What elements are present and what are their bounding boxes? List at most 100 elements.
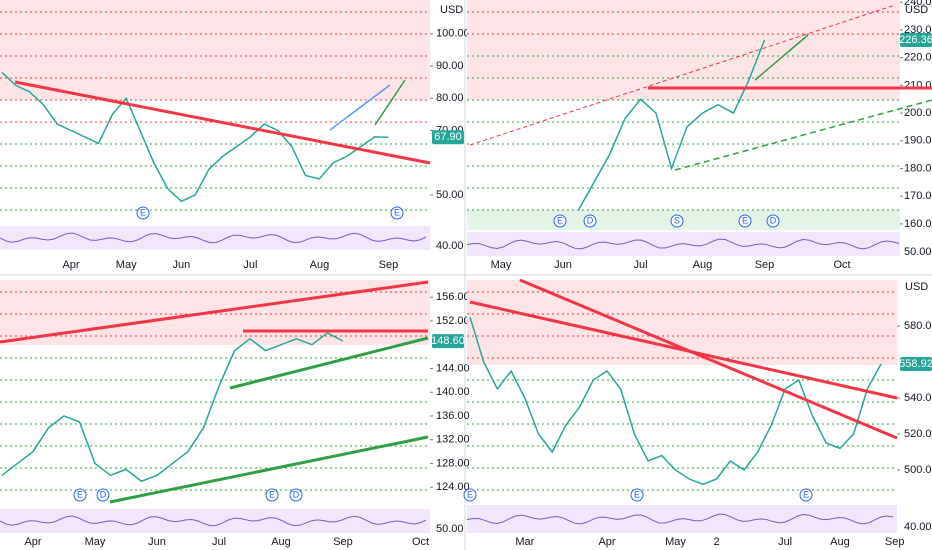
y-tick-label: 100.00 (436, 28, 470, 40)
y-tick-label: 180.00 (904, 162, 932, 174)
event-marker (766, 214, 780, 228)
event-marker-label: E (634, 489, 640, 499)
resistance-zone (0, 0, 430, 100)
rsi-tick-label: 40.00 (904, 521, 932, 533)
event-marker-label: E (140, 207, 146, 217)
price-line (1, 331, 344, 483)
rsi-tick-label: 40.00 (436, 240, 464, 252)
y-tick-label: 230.00 (904, 24, 932, 36)
y-tick-label: 200.00 (904, 107, 932, 119)
last-price-tag (900, 356, 932, 371)
event-marker (553, 214, 567, 228)
y-tick-label: 160.00 (904, 218, 932, 230)
event-marker (630, 488, 644, 502)
y-tick-label: 132.00 (436, 434, 470, 446)
last-price-label: 226.36 (899, 34, 932, 46)
y-tick-label: 152.00 (436, 315, 470, 327)
x-tick-label: Apr (24, 536, 41, 548)
event-marker-label: E (742, 215, 748, 225)
event-marker (96, 488, 110, 502)
x-tick-label: Jun (173, 259, 191, 271)
y-tick-label: 144.00 (436, 362, 470, 374)
event-marker-label: E (467, 489, 473, 499)
y-tick-label: 190.00 (904, 135, 932, 147)
x-tick-label: Apr (598, 536, 615, 548)
x-tick-label: Aug (310, 259, 330, 271)
trend-line (109, 435, 429, 504)
event-marker (670, 214, 684, 228)
x-tick-label: Aug (693, 259, 713, 271)
support-zone (467, 210, 900, 230)
y-tick-label: 580.00 (904, 320, 932, 332)
x-tick-label: Sep (333, 536, 353, 548)
y-tick-label: 128.00 (436, 457, 470, 469)
trend-line (329, 84, 391, 131)
x-tick-label: 2 (714, 536, 720, 548)
rsi-pane (0, 226, 430, 250)
last-price-tag (432, 334, 464, 349)
x-tick-label: Jul (212, 536, 226, 548)
rsi-line (466, 238, 900, 250)
rsi-tick-label: 50.00 (436, 523, 464, 535)
y-tick-label: 220.00 (904, 52, 932, 64)
y-tick-label: 156.00 (436, 291, 470, 303)
x-tick-label: Sep (379, 259, 399, 271)
trend-line (374, 79, 406, 126)
x-tick-label: Apr (62, 259, 79, 271)
y-tick-label: 500.00 (904, 464, 932, 476)
currency-label: USD (905, 281, 928, 293)
event-marker (289, 488, 303, 502)
trend-line (14, 80, 431, 165)
x-tick-label: Jul (633, 259, 647, 271)
event-marker-label: E (803, 489, 809, 499)
y-tick-label: 136.00 (436, 410, 470, 422)
resistance-zone (467, 280, 897, 365)
resistance-zone (467, 0, 900, 100)
currency-label: USD (440, 4, 463, 16)
x-tick-label: Aug (271, 536, 291, 548)
x-tick-label: Jul (778, 536, 792, 548)
event-marker-label: D (587, 215, 594, 225)
x-tick-label: Jun (554, 259, 572, 271)
x-tick-label: Sep (885, 536, 905, 548)
event-marker (136, 206, 150, 220)
trend-line (0, 280, 429, 344)
event-marker (73, 488, 87, 502)
event-marker (390, 206, 404, 220)
rsi-pane (0, 509, 430, 533)
y-tick-label: 50.00 (436, 189, 464, 201)
last-price-label: 558.92 (899, 358, 932, 370)
event-marker (738, 214, 752, 228)
currency-label: USD (905, 4, 928, 16)
price-line (469, 316, 882, 486)
y-tick-label: 124.00 (436, 481, 470, 493)
chart-panel: 40.00100.0090.0080.0070.0050.00USDAprMay… (0, 0, 470, 271)
x-tick-label: May (491, 259, 512, 271)
event-marker-label: E (269, 489, 275, 499)
event-marker-label: E (557, 215, 563, 225)
event-marker-label: E (77, 489, 83, 499)
price-line (577, 39, 766, 211)
chart-panel: 40.00 580.00 540.00 520.00 500.00 USD Mar Apr Ma… (463, 278, 932, 548)
x-tick-label: Sep (755, 259, 775, 271)
event-marker-label: D (770, 215, 777, 225)
x-tick-label: Jul (243, 259, 257, 271)
x-tick-label: Aug (830, 536, 850, 548)
last-price-label: 148.60 (431, 335, 465, 347)
event-marker-label: S (674, 215, 680, 225)
trend-line (519, 278, 898, 440)
event-marker (583, 214, 597, 228)
rsi-line (466, 513, 894, 525)
x-tick-label: May (116, 259, 137, 271)
event-marker-label: E (394, 207, 400, 217)
trend-line (754, 34, 809, 81)
trend-line (469, 4, 896, 146)
event-marker-label: D (293, 489, 300, 499)
y-tick-label: 240.00 (904, 0, 932, 8)
y-tick-label: 520.00 (904, 428, 932, 440)
y-tick-label: 170.00 (904, 190, 932, 202)
x-tick-label: Oct (412, 536, 429, 548)
last-price-tag (432, 130, 464, 145)
chart-panel: 50.00240.00230.00220.00210.00200.00190.0… (466, 0, 932, 271)
